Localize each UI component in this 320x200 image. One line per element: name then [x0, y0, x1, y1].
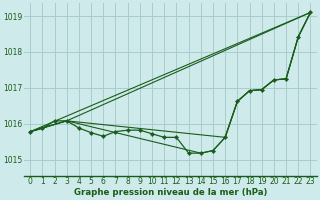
X-axis label: Graphe pression niveau de la mer (hPa): Graphe pression niveau de la mer (hPa): [74, 188, 267, 197]
